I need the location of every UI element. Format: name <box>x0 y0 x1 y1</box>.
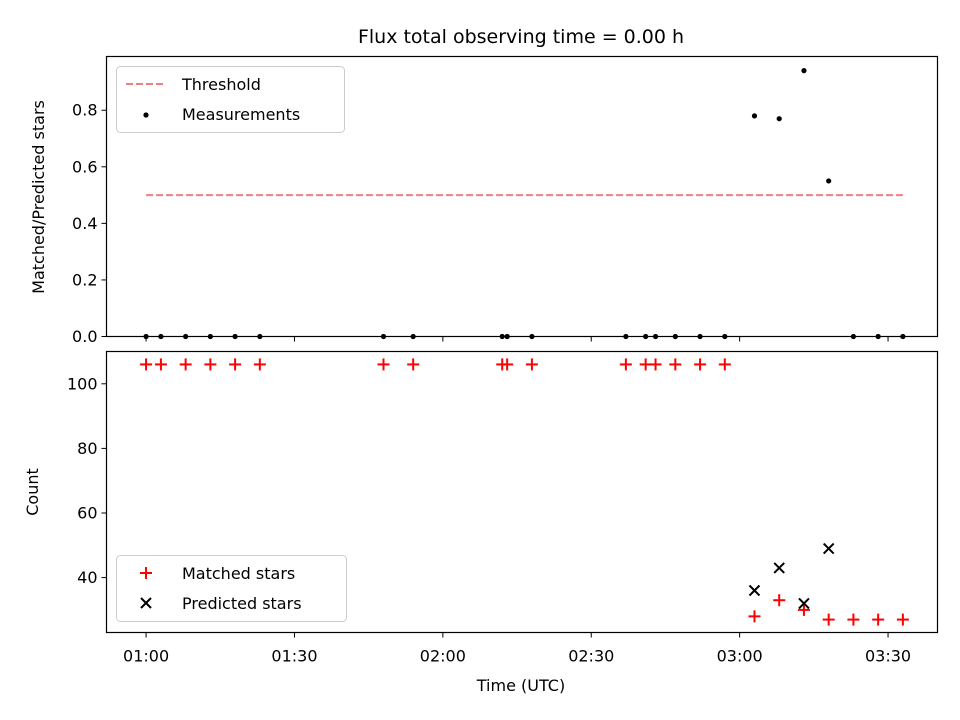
bottom-xtick-label: 02:00 <box>420 647 466 666</box>
matched-star-point <box>140 358 153 371</box>
bottom-xtick-label: 03:30 <box>865 647 911 666</box>
measurement-point <box>776 116 782 122</box>
top-y-axis-label: Matched/Predicted stars <box>29 100 48 294</box>
legend-predicted-label: Predicted stars <box>182 594 302 613</box>
bottom-points <box>140 358 909 626</box>
matched-star-point <box>896 613 909 626</box>
bottom-panel: Count Time (UTC) 40 60 80 100 01:00 01:30 02:0… <box>23 350 939 695</box>
bottom-ytick-label: 100 <box>67 374 98 393</box>
top-ytick-label: 0.0 <box>72 327 97 346</box>
predicted-star-point <box>822 542 835 555</box>
matched-star-point <box>847 613 860 626</box>
legend-predicted-swatch <box>140 597 152 609</box>
matched-star-point <box>407 358 420 371</box>
matched-star-point <box>229 358 242 371</box>
predicted-star-point <box>798 597 810 610</box>
matched-star-point <box>694 358 707 371</box>
bottom-legend: Matched stars Predicted stars <box>116 555 347 622</box>
top-panel: Flux total observing time = 0.00 h Match… <box>29 26 939 346</box>
top-plot-frame <box>105 55 939 338</box>
predicted-star-point <box>748 584 761 597</box>
bottom-ytick-label: 80 <box>77 439 97 458</box>
matched-star-point <box>525 358 538 371</box>
top-ticks: 0.0 0.2 0.4 0.6 0.8 <box>72 101 889 346</box>
bottom-legend-box <box>116 555 347 622</box>
matched-star-point <box>773 594 786 607</box>
legend-measurements-swatch <box>143 112 149 118</box>
matched-star-point <box>748 610 761 623</box>
bottom-xtick-label: 03:00 <box>717 647 763 666</box>
bottom-xtick-label: 02:30 <box>568 647 614 666</box>
top-legend: Threshold Measurements <box>116 66 345 133</box>
bottom-ticks: 40 60 80 100 01:00 01:30 02:00 02:30 03:00 03:30 <box>67 374 911 665</box>
matched-star-point <box>822 613 835 626</box>
matched-star-point <box>377 358 390 371</box>
bottom-ytick-label: 40 <box>77 568 97 587</box>
bottom-ytick-label: 60 <box>77 503 97 522</box>
predicted-star-point <box>773 562 785 574</box>
legend-matched-label: Matched stars <box>182 564 295 583</box>
matched-star-point <box>179 358 192 371</box>
matched-star-point <box>253 358 266 371</box>
top-ytick-label: 0.2 <box>72 270 97 289</box>
top-ytick-label: 0.8 <box>72 101 97 120</box>
matched-star-point <box>872 613 885 626</box>
matched-star-point <box>204 358 217 371</box>
bottom-xtick-label: 01:00 <box>123 647 169 666</box>
legend-matched-swatch <box>140 567 152 579</box>
bottom-plot-frame <box>105 350 939 634</box>
top-ytick-label: 0.6 <box>72 157 97 176</box>
top-chart-title: Flux total observing time = 0.00 h <box>358 26 684 48</box>
matched-star-point <box>501 358 514 371</box>
measurement-point <box>826 178 832 184</box>
matched-star-point <box>797 603 810 616</box>
measurement-point <box>801 68 807 74</box>
matched-star-point <box>718 358 731 371</box>
matched-star-point <box>669 358 682 371</box>
bottom-y-axis-label: Count <box>23 468 42 516</box>
top-ytick-label: 0.4 <box>72 214 97 233</box>
matched-star-point <box>619 358 632 371</box>
bottom-x-axis-label: Time (UTC) <box>476 676 565 695</box>
bottom-xtick-label: 01:30 <box>271 647 317 666</box>
legend-threshold-label: Threshold <box>181 75 261 94</box>
measurement-point <box>751 113 758 119</box>
matched-star-point <box>154 358 167 371</box>
matched-star-point <box>649 358 662 371</box>
top-legend-box <box>116 66 345 133</box>
legend-measurements-label: Measurements <box>182 105 300 124</box>
